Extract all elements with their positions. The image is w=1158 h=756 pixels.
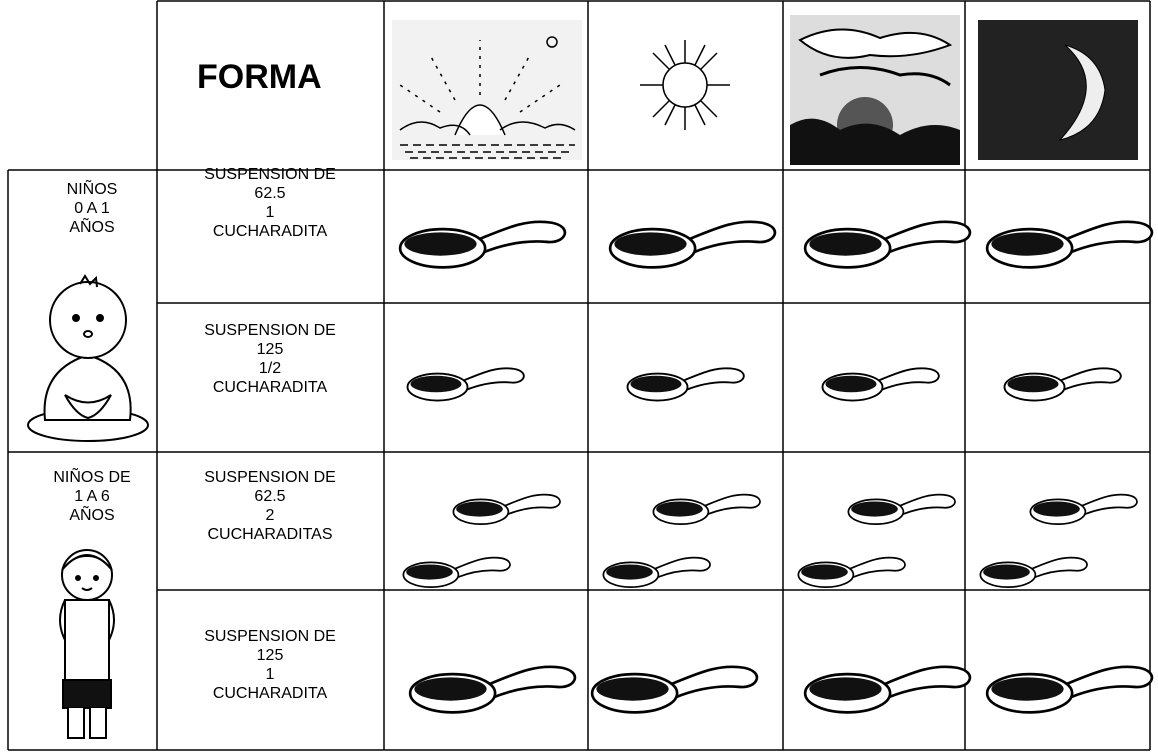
spoon (1003, 367, 1122, 402)
dose-text: 1/2 (258, 360, 282, 377)
spoon (406, 367, 525, 402)
group-label: NIÑOS DE (53, 469, 131, 486)
spoon (402, 556, 511, 588)
spoon (985, 220, 1154, 269)
spoon (608, 220, 777, 269)
dose-text: CUCHARADITA (212, 223, 328, 240)
spoon (821, 367, 940, 402)
dose-text: CUCHARADITA (212, 685, 328, 702)
baby-icon (27, 274, 149, 442)
spoons (398, 220, 1154, 714)
sunset-icon (790, 15, 960, 165)
grid (7, 0, 1151, 751)
spoon (797, 556, 906, 588)
dose-text: CUCHARADITAS (207, 526, 333, 543)
spoon (408, 665, 577, 714)
spoon (979, 556, 1088, 588)
sun-icon (640, 40, 730, 130)
sunrise-icon (392, 20, 582, 160)
spoon (652, 493, 761, 525)
dose-text: SUSPENSION DE (204, 469, 336, 486)
dose-text: 1 (265, 666, 275, 683)
dose-text: 62.5 (254, 488, 286, 505)
dose-text: 1 (265, 204, 275, 221)
dose-text: SUSPENSION DE (204, 322, 336, 339)
dose-text: 2 (265, 507, 275, 524)
dose-text: 125 (256, 647, 284, 664)
spoon (398, 220, 567, 269)
moon-icon (978, 20, 1138, 160)
header-title: FORMA (197, 58, 322, 96)
child-icon (59, 549, 115, 739)
spoon (602, 556, 711, 588)
group-label: AÑOS (69, 219, 115, 236)
group-label: 0 A 1 (74, 200, 110, 217)
group-label: NIÑOS (66, 181, 118, 198)
spoon (590, 665, 759, 714)
spoon (803, 665, 972, 714)
group-label: 1 A 6 (74, 488, 110, 505)
dose-text: 62.5 (254, 185, 286, 202)
spoon (452, 493, 561, 525)
dose-text: CUCHARADITA (212, 379, 328, 396)
dose-text: 125 (256, 341, 284, 358)
spoon (803, 220, 972, 269)
group-label: AÑOS (69, 507, 115, 524)
dose-text: SUSPENSION DE (204, 628, 336, 645)
spoon (847, 493, 956, 525)
dose-text: SUSPENSION DE (204, 166, 336, 183)
spoon (985, 665, 1154, 714)
spoon (626, 367, 745, 402)
spoon (1029, 493, 1138, 525)
